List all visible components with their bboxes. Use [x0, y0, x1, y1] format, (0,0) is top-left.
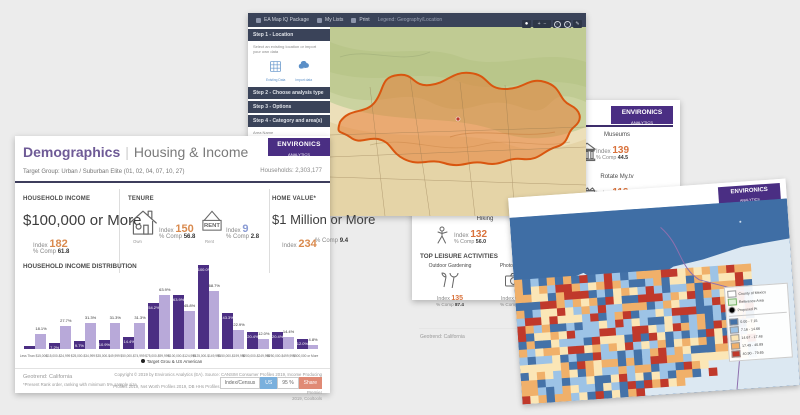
svg-text:RENT: RENT [204, 223, 220, 229]
